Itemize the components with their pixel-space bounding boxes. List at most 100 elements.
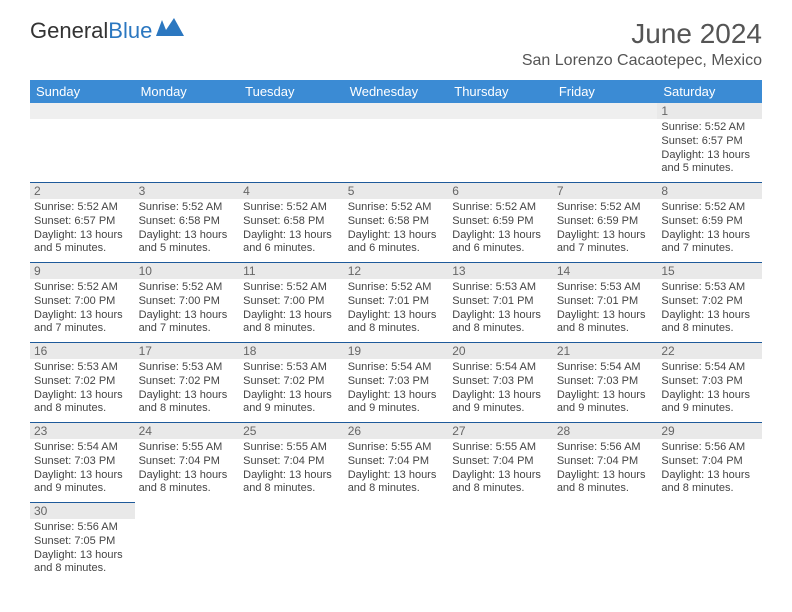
calendar-cell [448,503,553,583]
calendar-body: ......1Sunrise: 5:52 AMSunset: 6:57 PMDa… [30,103,762,582]
sunset-text: Sunset: 7:01 PM [452,295,549,309]
calendar-cell: 9Sunrise: 5:52 AMSunset: 7:00 PMDaylight… [30,263,135,343]
calendar-cell: 23Sunrise: 5:54 AMSunset: 7:03 PMDayligh… [30,423,135,503]
location-label: San Lorenzo Cacaotepec, Mexico [522,52,762,70]
calendar-cell: 4Sunrise: 5:52 AMSunset: 6:58 PMDaylight… [239,183,344,263]
sunrise-text: Sunrise: 5:52 AM [34,281,131,295]
daylight-text: Daylight: 13 hours and 8 minutes. [243,309,340,337]
sunrise-text: Sunrise: 5:52 AM [557,201,654,215]
logo: GeneralBlue [30,18,184,44]
calendar-cell: 30Sunrise: 5:56 AMSunset: 7:05 PMDayligh… [30,503,135,583]
calendar-cell: 3 Sunrise: 5:52 AMSunset: 6:58 PMDaylight… [135,183,240,263]
daylight-text: Daylight: 13 hours and 8 minutes. [348,469,445,497]
day-number-empty: . [30,103,135,119]
calendar-cell: 19Sunrise: 5:54 AMSunset: 7:03 PMDayligh… [344,343,449,423]
sunrise-text: Sunrise: 5:54 AM [348,361,445,375]
calendar-cell: 11Sunrise: 5:52 AMSunset: 7:00 PMDayligh… [239,263,344,343]
calendar-cell [239,503,344,583]
sunrise-text: Sunrise: 5:52 AM [139,201,236,215]
calendar-cell [553,503,658,583]
sunset-text: Sunset: 6:59 PM [557,215,654,229]
day-number: 3 [135,183,240,199]
calendar-table: Sunday Monday Tuesday Wednesday Thursday… [30,80,762,582]
daylight-text: Daylight: 13 hours and 7 minutes. [661,229,758,257]
title-block: June 2024 San Lorenzo Cacaotepec, Mexico [522,18,762,70]
daylight-text: Daylight: 13 hours and 8 minutes. [452,469,549,497]
sunset-text: Sunset: 7:03 PM [348,375,445,389]
sunset-text: Sunset: 6:58 PM [139,215,236,229]
day-number: 28 [553,423,658,439]
sunset-text: Sunset: 6:58 PM [243,215,340,229]
sunrise-text: Sunrise: 5:52 AM [243,201,340,215]
calendar-cell: 15 Sunrise: 5:53 AMSunset: 7:02 PMDayligh… [657,263,762,343]
sunset-text: Sunset: 7:00 PM [34,295,131,309]
calendar-row: 23Sunrise: 5:54 AMSunset: 7:03 PMDayligh… [30,423,762,503]
calendar-cell: 22Sunrise: 5:54 AMSunset: 7:03 PMDayligh… [657,343,762,423]
sunrise-text: Sunrise: 5:52 AM [661,121,758,135]
calendar-cell: . [344,103,449,183]
sunset-text: Sunset: 7:02 PM [34,375,131,389]
day-number: 27 [448,423,553,439]
calendar-cell: . [553,103,658,183]
calendar-cell: . [30,103,135,183]
daylight-text: Daylight: 13 hours and 9 minutes. [34,469,131,497]
sunrise-text: Sunrise: 5:56 AM [661,441,758,455]
day-number-empty: . [239,103,344,119]
daylight-text: Daylight: 13 hours and 9 minutes. [557,389,654,417]
daylight-text: Daylight: 13 hours and 8 minutes. [452,309,549,337]
calendar-cell: 20Sunrise: 5:54 AMSunset: 7:03 PMDayligh… [448,343,553,423]
daylight-text: Daylight: 13 hours and 8 minutes. [34,549,131,577]
sunrise-text: Sunrise: 5:53 AM [661,281,758,295]
sunset-text: Sunset: 7:04 PM [661,455,758,469]
sunrise-text: Sunrise: 5:54 AM [557,361,654,375]
calendar-row: 30Sunrise: 5:56 AMSunset: 7:05 PMDayligh… [30,503,762,583]
daylight-text: Daylight: 13 hours and 8 minutes. [243,469,340,497]
calendar-cell: 12Sunrise: 5:52 AMSunset: 7:01 PMDayligh… [344,263,449,343]
calendar-cell: 6Sunrise: 5:52 AMSunset: 6:59 PMDaylight… [448,183,553,263]
sunset-text: Sunset: 7:01 PM [348,295,445,309]
day-header: Tuesday [239,80,344,103]
calendar-cell: 25Sunrise: 5:55 AMSunset: 7:04 PMDayligh… [239,423,344,503]
calendar-cell: 24Sunrise: 5:55 AMSunset: 7:04 PMDayligh… [135,423,240,503]
daylight-text: Daylight: 13 hours and 7 minutes. [34,309,131,337]
calendar-cell: 18Sunrise: 5:53 AMSunset: 7:02 PMDayligh… [239,343,344,423]
sunrise-text: Sunrise: 5:53 AM [34,361,131,375]
sunset-text: Sunset: 7:03 PM [34,455,131,469]
calendar-row: 2Sunrise: 5:52 AMSunset: 6:57 PMDaylight… [30,183,762,263]
day-number: 19 [344,343,449,359]
sunrise-text: Sunrise: 5:55 AM [348,441,445,455]
day-number: 23 [30,423,135,439]
calendar-cell: 13Sunrise: 5:53 AMSunset: 7:01 PMDayligh… [448,263,553,343]
day-number: 2 [30,183,135,199]
sunrise-text: Sunrise: 5:54 AM [452,361,549,375]
calendar-cell [344,503,449,583]
day-number: 15 [657,263,762,279]
day-number: 25 [239,423,344,439]
sunset-text: Sunset: 7:03 PM [557,375,654,389]
sunset-text: Sunset: 6:59 PM [452,215,549,229]
day-number: 12 [344,263,449,279]
daylight-text: Daylight: 13 hours and 5 minutes. [139,229,236,257]
daylight-text: Daylight: 13 hours and 8 minutes. [557,309,654,337]
sunset-text: Sunset: 7:02 PM [661,295,758,309]
daylight-text: Daylight: 13 hours and 5 minutes. [34,229,131,257]
daylight-text: Daylight: 13 hours and 8 minutes. [557,469,654,497]
calendar-row: ......1Sunrise: 5:52 AMSunset: 6:57 PMDa… [30,103,762,183]
calendar-cell: 1Sunrise: 5:52 AMSunset: 6:57 PMDaylight… [657,103,762,183]
day-number: 11 [239,263,344,279]
day-number-empty: . [344,103,449,119]
sunset-text: Sunset: 6:57 PM [34,215,131,229]
day-number: 4 [239,183,344,199]
sunrise-text: Sunrise: 5:54 AM [661,361,758,375]
daylight-text: Daylight: 13 hours and 8 minutes. [139,389,236,417]
sunrise-text: Sunrise: 5:52 AM [243,281,340,295]
day-header: Wednesday [344,80,449,103]
sunset-text: Sunset: 7:03 PM [661,375,758,389]
daylight-text: Daylight: 13 hours and 8 minutes. [661,309,758,337]
sunrise-text: Sunrise: 5:52 AM [661,201,758,215]
day-number: 30 [30,503,135,519]
calendar-cell: . [448,103,553,183]
calendar-cell: 17Sunrise: 5:53 AMSunset: 7:02 PMDayligh… [135,343,240,423]
calendar-cell: 8Sunrise: 5:52 AMSunset: 6:59 PMDaylight… [657,183,762,263]
page-header: GeneralBlue June 2024 San Lorenzo Cacaot… [30,18,762,70]
